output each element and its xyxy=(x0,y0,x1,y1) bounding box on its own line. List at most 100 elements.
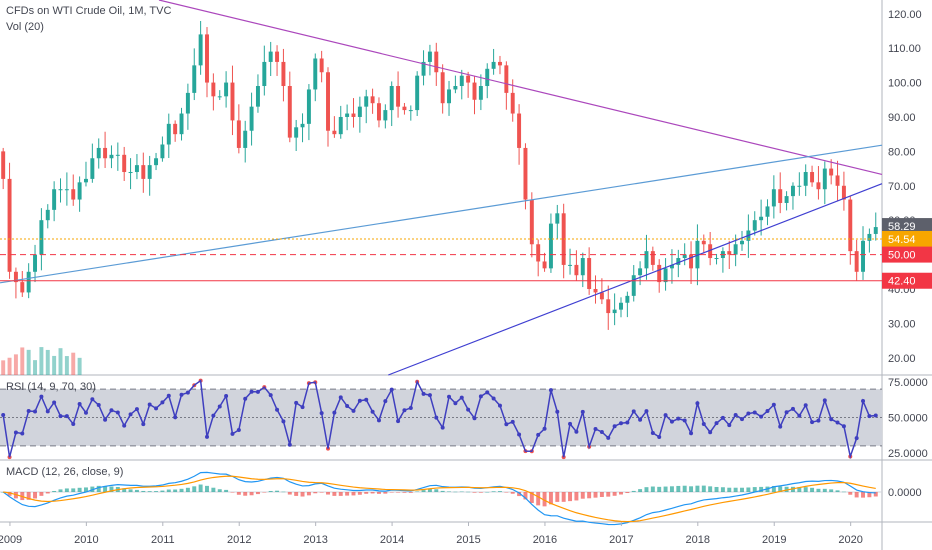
macd-histogram-bar xyxy=(644,487,649,492)
y-tick-label: 30.00 xyxy=(888,318,916,330)
candle-body xyxy=(275,51,280,62)
candle-body xyxy=(64,189,69,191)
rsi-legend[interactable]: RSI (14, 9, 70, 30) xyxy=(6,381,96,393)
macd-histogram-bar xyxy=(746,487,751,492)
candle-body xyxy=(625,295,630,303)
macd-histogram-bar xyxy=(383,492,388,494)
macd-histogram-bar xyxy=(306,492,311,496)
candle-body xyxy=(103,147,108,159)
macd-legend[interactable]: MACD (12, 26, close, 9) xyxy=(6,466,124,478)
macd-histogram-bar xyxy=(13,492,18,499)
candle-body xyxy=(281,61,286,87)
candle-body xyxy=(154,158,159,166)
candle-body xyxy=(13,271,18,283)
candle-body xyxy=(714,258,719,260)
macd-histogram-bar xyxy=(255,492,260,495)
candle-body xyxy=(77,182,82,200)
candle-body xyxy=(644,251,649,269)
macd-histogram-bar xyxy=(752,487,757,492)
candle-body xyxy=(287,86,292,138)
macd-histogram-bar xyxy=(58,489,63,492)
macd-histogram-bar xyxy=(109,486,114,492)
price-axis[interactable]: 120.00110.00100.0090.0080.0070.0060.0050… xyxy=(888,9,922,365)
macd-histogram-bar xyxy=(574,492,579,501)
candle-body xyxy=(389,86,394,111)
candle-body xyxy=(45,209,50,221)
macd-histogram-bar xyxy=(701,485,706,492)
time-axis[interactable]: 2009 2010 2011 2012 2013 2014 2015 2016 2017 2018… xyxy=(0,522,863,546)
macd-histogram-bar xyxy=(682,485,687,492)
candle-body xyxy=(230,82,235,121)
macd-histogram-bar xyxy=(243,492,248,496)
candle-body xyxy=(447,89,451,104)
candle-body xyxy=(574,264,579,276)
macd-histogram-bar xyxy=(230,492,235,493)
macd-histogram-bar xyxy=(345,492,350,496)
y-tick-label: 120.00 xyxy=(888,9,922,21)
candle-body xyxy=(517,113,522,148)
x-tick-label: 2018 xyxy=(686,534,710,546)
candle-body xyxy=(326,72,330,131)
volume-legend[interactable]: Vol (20) xyxy=(6,21,44,33)
candle-body xyxy=(657,264,662,283)
macd-histogram-bar xyxy=(287,492,292,495)
macd-histogram-bar xyxy=(103,486,108,492)
macd-histogram-bar xyxy=(185,487,190,492)
macd-histogram-bar xyxy=(580,492,585,499)
macd-histogram-bar xyxy=(784,486,789,492)
volume-bar xyxy=(71,352,76,375)
candle-body xyxy=(485,68,490,87)
candle-body xyxy=(733,244,738,255)
macd-histogram-bar xyxy=(154,491,159,492)
candle-body xyxy=(848,199,853,252)
candle-body xyxy=(141,165,146,179)
symbol-title[interactable]: CFDs on WTI Crude Oil, 1M, TVC xyxy=(6,5,172,17)
candle-body xyxy=(587,258,592,289)
candle-body xyxy=(198,34,203,66)
macd-histogram-bar xyxy=(835,490,840,492)
macd-histogram-bar xyxy=(740,487,744,492)
macd-histogram-bar xyxy=(491,491,496,492)
volume-bar xyxy=(39,347,44,375)
candle-body xyxy=(90,158,95,179)
candle-body xyxy=(185,92,190,114)
volume-bar xyxy=(20,347,25,375)
candle-body xyxy=(752,220,757,231)
macd-histogram-bar xyxy=(249,492,254,496)
candle-body xyxy=(682,254,687,259)
candle-body xyxy=(192,65,197,93)
candle-body xyxy=(306,89,311,124)
macd-histogram-bar xyxy=(300,492,305,497)
macd-histogram-bar xyxy=(854,492,859,498)
candle-body xyxy=(440,72,445,104)
macd-histogram-bar xyxy=(26,492,31,500)
macd-histogram-bar xyxy=(122,488,127,492)
macd-histogram-bar xyxy=(96,485,101,492)
candle-body xyxy=(128,172,133,174)
macd-histogram-bar xyxy=(236,492,241,495)
macd-histogram-bar xyxy=(759,486,764,492)
candle-body xyxy=(822,168,827,190)
volume-bar xyxy=(7,357,12,375)
volume-bar xyxy=(77,357,82,375)
candle-body xyxy=(841,185,846,200)
macd-histogram-bar xyxy=(160,490,165,492)
candle-body xyxy=(568,264,573,266)
candle-body xyxy=(173,123,178,135)
candle-body xyxy=(829,168,834,176)
candle-body xyxy=(510,92,515,114)
candle-body xyxy=(1,151,6,179)
candle-body xyxy=(26,271,31,293)
candle-body xyxy=(803,172,808,186)
macd-histogram-bar xyxy=(676,485,681,492)
macd-histogram-bar xyxy=(427,488,432,492)
price-label: 42.40 xyxy=(888,276,916,288)
candle-body xyxy=(376,103,381,121)
macd-histogram-bar xyxy=(198,484,203,492)
x-tick-label: 2013 xyxy=(303,534,327,546)
trendline xyxy=(388,183,883,376)
candle-body xyxy=(249,106,254,131)
candle-body xyxy=(689,254,694,269)
